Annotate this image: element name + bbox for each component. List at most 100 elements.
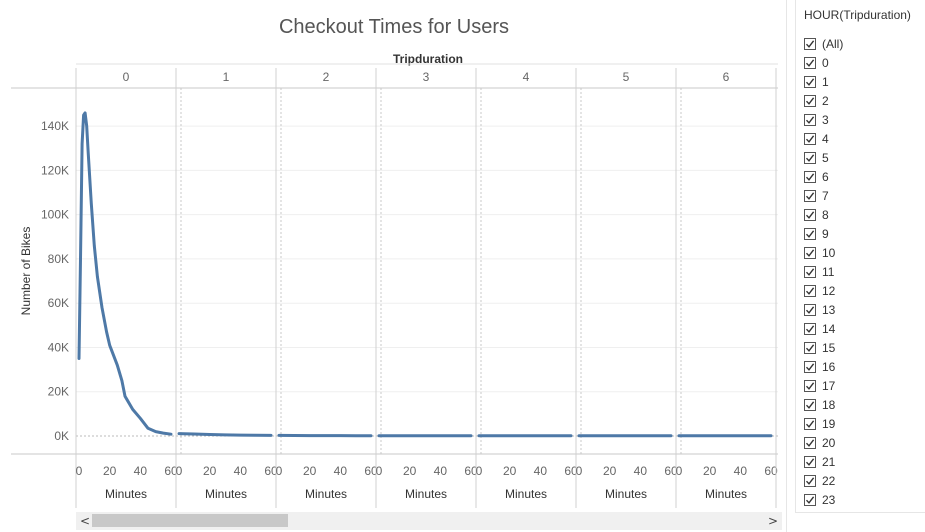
- filter-item-15[interactable]: 15: [804, 338, 843, 357]
- scroll-right-icon[interactable]: >: [767, 514, 779, 528]
- filter-item-3[interactable]: 3: [804, 110, 843, 129]
- x-tick-label: 40: [434, 464, 448, 478]
- filter-item-2[interactable]: 2: [804, 91, 843, 110]
- x-tick-label: 40: [234, 464, 248, 478]
- filter-item-14[interactable]: 14: [804, 319, 843, 338]
- filter-item-21[interactable]: 21: [804, 452, 843, 471]
- filter-item-label: 13: [822, 302, 836, 317]
- filter-item-label: 15: [822, 340, 836, 355]
- filter-item-all[interactable]: (All): [804, 34, 843, 53]
- x-tick-label: 20: [403, 464, 417, 478]
- filter-item-9[interactable]: 9: [804, 224, 843, 243]
- filter-item-label: 22: [822, 473, 836, 488]
- checkbox-checked-icon[interactable]: [804, 56, 816, 69]
- checkbox-checked-icon[interactable]: [804, 303, 816, 316]
- checkbox-checked-icon[interactable]: [804, 37, 816, 50]
- x-tick-label: 40: [534, 464, 548, 478]
- filter-item-label: 12: [822, 283, 836, 298]
- filter-item-18[interactable]: 18: [804, 395, 843, 414]
- y-tick-label: 80K: [48, 252, 69, 266]
- filter-item-label: 0: [822, 55, 829, 70]
- filter-item-label: 16: [822, 359, 836, 374]
- x-tick-label: 60: [564, 464, 578, 478]
- filter-item-6[interactable]: 6: [804, 167, 843, 186]
- series-line-panel-1: [177, 432, 273, 437]
- x-tick-label: 60: [664, 464, 678, 478]
- checkbox-checked-icon[interactable]: [804, 322, 816, 335]
- x-tick-label: 60: [464, 464, 478, 478]
- y-tick-label: 60K: [48, 296, 69, 310]
- filter-item-4[interactable]: 4: [804, 129, 843, 148]
- x-tick-label: 20: [703, 464, 717, 478]
- filter-item-22[interactable]: 22: [804, 471, 843, 490]
- panel-label: 6: [723, 70, 730, 84]
- checkbox-checked-icon[interactable]: [804, 493, 816, 506]
- filter-item-0[interactable]: 0: [804, 53, 843, 72]
- series-line-panel-0: [77, 111, 173, 436]
- x-axis-label: Minutes: [105, 487, 147, 501]
- checkbox-checked-icon[interactable]: [804, 227, 816, 240]
- filter-item-23[interactable]: 23: [804, 490, 843, 509]
- checkbox-checked-icon[interactable]: [804, 208, 816, 221]
- x-axis-label: Minutes: [405, 487, 447, 501]
- filter-item-label: 8: [822, 207, 829, 222]
- scroll-thumb[interactable]: [92, 514, 288, 527]
- checkbox-checked-icon[interactable]: [804, 151, 816, 164]
- checkbox-checked-icon[interactable]: [804, 474, 816, 487]
- filter-item-13[interactable]: 13: [804, 300, 843, 319]
- checkbox-checked-icon[interactable]: [804, 113, 816, 126]
- y-tick-label: 100K: [41, 208, 69, 222]
- checkbox-checked-icon[interactable]: [804, 189, 816, 202]
- filter-item-7[interactable]: 7: [804, 186, 843, 205]
- x-tick-label: 0: [276, 464, 283, 478]
- checkbox-checked-icon[interactable]: [804, 398, 816, 411]
- filter-item-label: (All): [822, 36, 844, 51]
- y-tick-label: 40K: [48, 340, 69, 354]
- checkbox-checked-icon[interactable]: [804, 265, 816, 278]
- checkbox-checked-icon[interactable]: [804, 170, 816, 183]
- filter-title: HOUR(Tripduration): [804, 8, 911, 22]
- filter-item-label: 4: [822, 131, 829, 146]
- filter-item-label: 14: [822, 321, 836, 336]
- scroll-left-icon[interactable]: <: [79, 514, 91, 528]
- filter-item-17[interactable]: 17: [804, 376, 843, 395]
- checkbox-checked-icon[interactable]: [804, 436, 816, 449]
- checkbox-checked-icon[interactable]: [804, 246, 816, 259]
- filter-item-10[interactable]: 10: [804, 243, 843, 262]
- checkbox-checked-icon[interactable]: [804, 379, 816, 392]
- horizontal-scrollbar[interactable]: < >: [76, 512, 782, 530]
- filter-item-20[interactable]: 20: [804, 433, 843, 452]
- x-tick-label: 60: [164, 464, 178, 478]
- filter-item-1[interactable]: 1: [804, 72, 843, 91]
- filter-item-8[interactable]: 8: [804, 205, 843, 224]
- x-tick-label: 0: [376, 464, 383, 478]
- checkbox-checked-icon[interactable]: [804, 341, 816, 354]
- x-tick-label: 0: [476, 464, 483, 478]
- filter-item-12[interactable]: 12: [804, 281, 843, 300]
- x-tick-label: 40: [134, 464, 148, 478]
- filter-item-16[interactable]: 16: [804, 357, 843, 376]
- filter-item-5[interactable]: 5: [804, 148, 843, 167]
- y-tick-label: 120K: [41, 163, 69, 177]
- filter-item-19[interactable]: 19: [804, 414, 843, 433]
- filter-item-11[interactable]: 11: [804, 262, 843, 281]
- x-axis-label: Minutes: [205, 487, 247, 501]
- y-tick-label: 0K: [54, 429, 69, 443]
- checkbox-checked-icon[interactable]: [804, 132, 816, 145]
- x-axis-label: Minutes: [605, 487, 647, 501]
- x-tick-label: 20: [503, 464, 517, 478]
- checkbox-checked-icon[interactable]: [804, 360, 816, 373]
- filter-item-label: 23: [822, 492, 836, 507]
- x-tick-label: 0: [76, 464, 83, 478]
- checkbox-checked-icon[interactable]: [804, 284, 816, 297]
- checkbox-checked-icon[interactable]: [804, 455, 816, 468]
- x-tick-label: 0: [676, 464, 683, 478]
- filter-item-label: 3: [822, 112, 829, 127]
- checkbox-checked-icon[interactable]: [804, 75, 816, 88]
- x-tick-label: 40: [634, 464, 648, 478]
- checkbox-checked-icon[interactable]: [804, 417, 816, 430]
- checkbox-checked-icon[interactable]: [804, 94, 816, 107]
- y-axis-label: Number of Bikes: [19, 227, 33, 316]
- panel-label: 0: [123, 70, 130, 84]
- panel-label: 4: [523, 70, 530, 84]
